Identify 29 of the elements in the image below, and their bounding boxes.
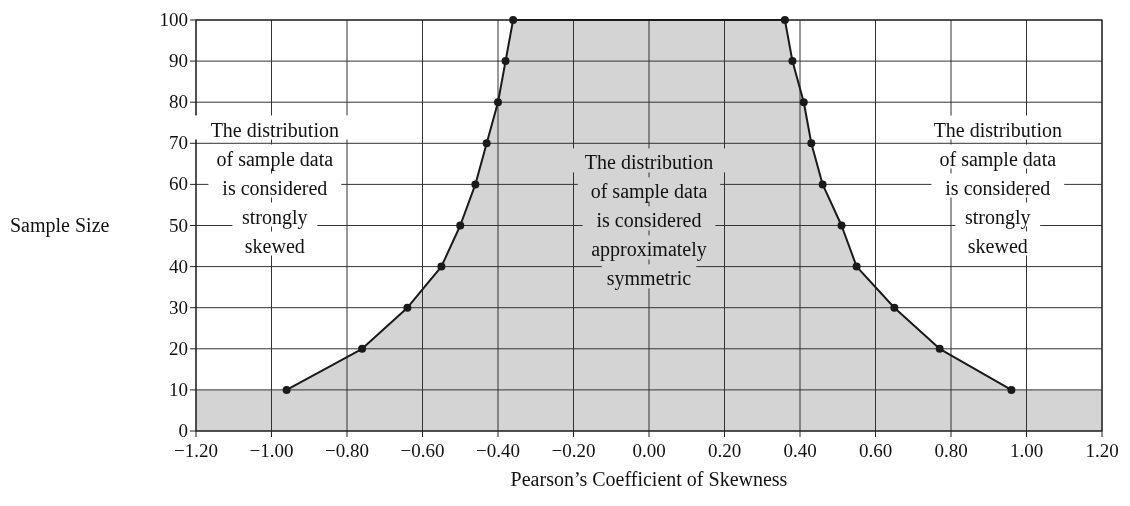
y-tick-label: 70 — [169, 132, 188, 154]
y-tick-label: 80 — [169, 91, 188, 113]
y-tick-label: 90 — [169, 50, 188, 72]
y-tick-label: 40 — [169, 255, 188, 277]
annotation: The distribution of sample data is considered approximately symmetric — [584, 151, 714, 291]
annotation: The distribution of sample data is considered strongly skewed — [933, 118, 1062, 257]
x-tick-label: 0.40 — [783, 440, 817, 461]
y-tick-label: 50 — [169, 214, 188, 236]
x-tick-label: 0.20 — [707, 440, 742, 461]
x-tick-label: 1.00 — [1009, 440, 1044, 461]
y-axis-title: Sample Size — [10, 213, 110, 237]
x-tick-label: −0.40 — [476, 440, 520, 461]
y-tick-label: 60 — [169, 173, 188, 195]
y-tick-label: 30 — [169, 296, 188, 318]
annotation: The distribution of sample data is considered strongly skewed — [210, 118, 339, 257]
x-tick-label: 0.80 — [934, 440, 968, 461]
x-tick-label: −0.60 — [400, 440, 445, 461]
x-tick-label: 0.60 — [858, 440, 893, 461]
x-tick-label: 1.20 — [1085, 440, 1119, 461]
y-tick-label: 20 — [169, 337, 188, 359]
y-tick-label: 10 — [169, 378, 188, 400]
x-tick-label: −1.00 — [249, 440, 294, 461]
x-tick-label: −0.80 — [325, 440, 369, 461]
x-axis-title: Pearson’s Coefficient of Skewness — [510, 468, 788, 490]
y-tick-label: 0 — [178, 420, 188, 441]
y-tick-label: 100 — [159, 9, 188, 30]
x-tick-label: −1.20 — [174, 440, 218, 461]
x-tick-label: −0.20 — [551, 440, 596, 461]
x-tick-label: 0.00 — [632, 440, 666, 461]
